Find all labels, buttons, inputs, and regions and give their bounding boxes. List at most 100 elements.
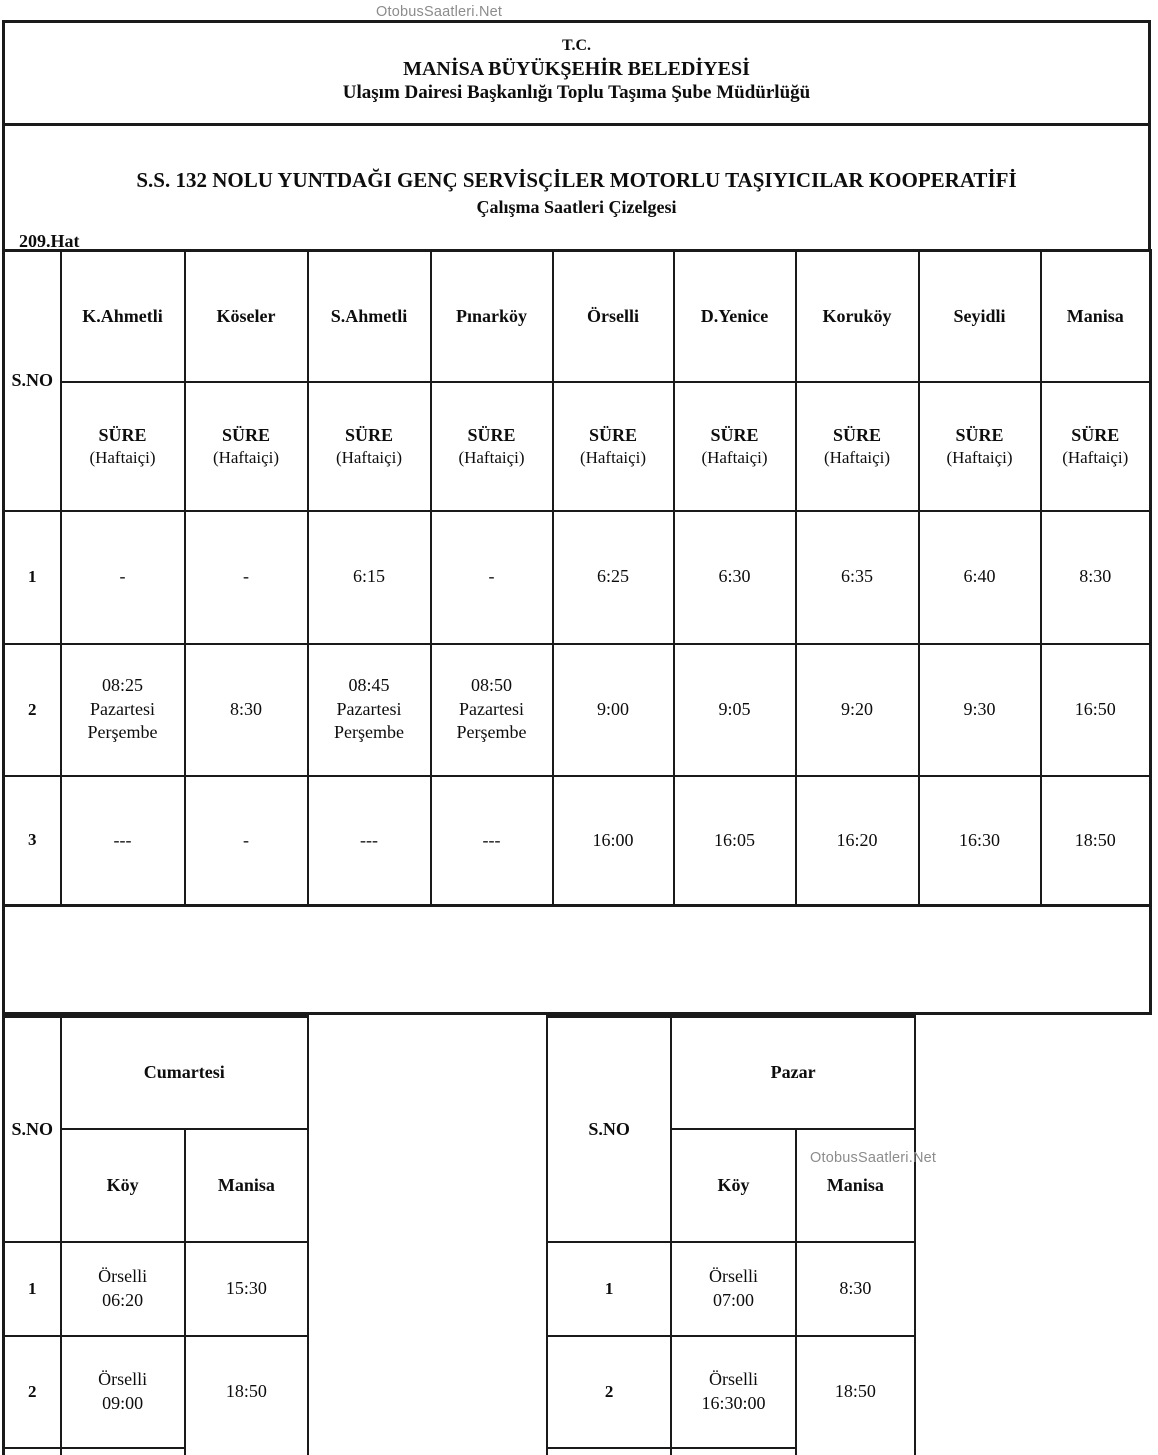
time-cell: 18:50 bbox=[1039, 774, 1152, 907]
time-cell: --- bbox=[306, 774, 432, 907]
empty-row bbox=[2, 904, 1152, 1015]
sure-header: SÜRE (Haftaiçi) bbox=[183, 380, 309, 512]
schedule-row-1: 1 - - 6:15 - 6:25 6:30 6:35 6:40 8:30 bbox=[2, 509, 1152, 645]
time-cell: 9:30 bbox=[917, 642, 1042, 777]
sunday-row-2: 2 Örselli 16:30:00 18:50 bbox=[545, 1334, 917, 1449]
border-stub bbox=[794, 1447, 917, 1455]
time-cell: 08:25 Pazartesi Perşembe bbox=[59, 642, 186, 777]
time-cell: 9:20 bbox=[794, 642, 920, 777]
line-number: 209.Hat bbox=[19, 231, 80, 251]
time-cell: 16:20 bbox=[794, 774, 920, 907]
saturday-schedule-table: S.NO Cumartesi Köy Manisa 1 Örselli 06:2… bbox=[1, 1015, 310, 1455]
time-cell: 15:30 bbox=[183, 1240, 310, 1337]
time-cell: --- bbox=[59, 774, 186, 907]
time-cell: 18:50 bbox=[794, 1334, 917, 1448]
time-cell: 9:05 bbox=[672, 642, 797, 777]
sure-header: SÜRE (Haftaiçi) bbox=[1039, 380, 1152, 512]
schedule-title: Çalışma Saatleri Çizelgesi bbox=[476, 197, 677, 217]
time-cell: 6:40 bbox=[917, 509, 1042, 645]
title-section: S.S. 132 NOLU YUNTDAĞI GENÇ SERVİSÇİLER … bbox=[5, 126, 1148, 252]
column-header-sahmetli: S.Ahmetli bbox=[306, 249, 432, 383]
sure-header: SÜRE (Haftaiçi) bbox=[794, 380, 920, 512]
empty-merged-cell bbox=[2, 904, 1152, 1015]
column-header-manisa: Manisa bbox=[794, 1127, 917, 1243]
sunday-column-row: Köy Manisa bbox=[547, 1127, 917, 1243]
time-cell: - bbox=[429, 509, 554, 645]
time-cell: 16:00 bbox=[551, 774, 675, 907]
village-header-row: S.NO K.Ahmetli Köseler S.Ahmetli Pınarkö… bbox=[2, 249, 1152, 512]
letterhead: T.C. MANİSA BÜYÜKŞEHİR BELEDİYESİ Ulaşım… bbox=[5, 23, 1148, 126]
column-header-korukoy: Koruköy bbox=[794, 249, 920, 383]
time-cell: 6:35 bbox=[794, 509, 920, 645]
time-cell: Örselli 07:00 bbox=[670, 1240, 797, 1337]
letterhead-department: Ulaşım Dairesi Başkanlığı Toplu Taşıma Ş… bbox=[342, 82, 811, 104]
row-number: 1 bbox=[1, 1240, 62, 1337]
column-header-pinarkoy: Pınarköy bbox=[429, 249, 554, 383]
cut-off-row bbox=[1, 1447, 310, 1455]
time-cell: Örselli 06:20 bbox=[59, 1240, 186, 1337]
border-stub bbox=[59, 1447, 186, 1455]
column-header-koy: Köy bbox=[59, 1127, 186, 1243]
row-number: 1 bbox=[545, 1240, 673, 1337]
column-header-kahmetli: K.Ahmetli bbox=[59, 249, 186, 383]
time-cell: 08:45 Pazartesi Perşembe bbox=[306, 642, 432, 777]
time-cell: 6:15 bbox=[306, 509, 432, 645]
schedule-row-2: 2 08:25 Pazartesi Perşembe 8:30 08:45 Pa… bbox=[2, 642, 1152, 777]
sno-column-header: S.NO bbox=[2, 249, 62, 512]
sure-header: SÜRE (Haftaiçi) bbox=[429, 380, 554, 512]
sure-header: SÜRE (Haftaiçi) bbox=[917, 380, 1042, 512]
column-header-dyenice: D.Yenice bbox=[672, 249, 797, 383]
watermark-middle: OtobusSaatleri.Net bbox=[810, 1150, 937, 1166]
sno-column-header: S.NO bbox=[545, 1015, 673, 1243]
sure-header: SÜRE (Haftaiçi) bbox=[551, 380, 675, 512]
column-header-koseler: Köseler bbox=[183, 249, 309, 383]
day-header-pazar: Pazar bbox=[670, 1015, 916, 1130]
column-header-orselli: Örselli bbox=[551, 249, 675, 383]
letterhead-tc: T.C. bbox=[561, 36, 592, 54]
sure-header: SÜRE (Haftaiçi) bbox=[672, 380, 797, 512]
column-header-seyidli: Seyidli bbox=[917, 249, 1042, 383]
column-header-manisa: Manisa bbox=[1039, 249, 1152, 383]
sure-header: SÜRE (Haftaiçi) bbox=[306, 380, 432, 512]
schedule-row-3: 3 --- - --- --- 16:00 16:05 16:20 16:30 … bbox=[2, 774, 1152, 907]
sunday-row-1: 1 Örselli 07:00 8:30 bbox=[545, 1240, 917, 1337]
time-cell: --- bbox=[429, 774, 554, 907]
cooperative-title: S.S. 132 NOLU YUNTDAĞI GENÇ SERVİSÇİLER … bbox=[136, 168, 1017, 192]
sunday-schedule-table: S.NO Pazar Köy Manisa 1 Örselli 07:00 8:… bbox=[545, 1015, 917, 1455]
saturday-row-2: 2 Örselli 09:00 18:50 bbox=[1, 1334, 310, 1449]
sure-header-row: SÜRE (Haftaiçi) SÜRE (Haftaiçi) SÜRE (Ha… bbox=[4, 380, 1152, 512]
time-cell: - bbox=[183, 509, 309, 645]
time-cell: Örselli 09:00 bbox=[59, 1334, 186, 1449]
saturday-column-row: Köy Manisa bbox=[4, 1127, 310, 1243]
letterhead-municipality: MANİSA BÜYÜKŞEHİR BELEDİYESİ bbox=[403, 58, 750, 81]
time-cell: 8:30 bbox=[794, 1240, 917, 1337]
time-cell: 16:30 bbox=[917, 774, 1042, 907]
time-cell: - bbox=[183, 774, 309, 907]
border-stub bbox=[1, 1447, 62, 1455]
saturday-row-1: 1 Örselli 06:20 15:30 bbox=[1, 1240, 310, 1337]
row-number: 2 bbox=[2, 642, 62, 777]
border-stub bbox=[183, 1447, 310, 1455]
row-number: 3 bbox=[2, 774, 62, 907]
column-header-manisa: Manisa bbox=[183, 1127, 310, 1243]
sunday-day-row: S.NO Pazar bbox=[545, 1015, 916, 1243]
time-cell: 8:30 bbox=[183, 642, 309, 777]
day-header-cumartesi: Cumartesi bbox=[59, 1015, 310, 1130]
time-cell: 18:50 bbox=[183, 1334, 310, 1448]
row-number: 2 bbox=[1, 1334, 62, 1449]
time-cell: 16:05 bbox=[672, 774, 797, 907]
sure-header: SÜRE (Haftaiçi) bbox=[59, 380, 186, 512]
time-cell: 8:30 bbox=[1039, 509, 1152, 645]
sno-column-header: S.NO bbox=[1, 1015, 62, 1243]
weekday-schedule-table: S.NO K.Ahmetli Köseler S.Ahmetli Pınarkö… bbox=[2, 249, 1152, 1015]
time-cell: 16:50 bbox=[1039, 642, 1152, 777]
row-number: 2 bbox=[545, 1334, 673, 1449]
time-cell: 6:30 bbox=[672, 509, 797, 645]
document-header-box: T.C. MANİSA BÜYÜKŞEHİR BELEDİYESİ Ulaşım… bbox=[2, 20, 1151, 252]
watermark-top: OtobusSaatleri.Net bbox=[376, 4, 503, 20]
border-stub bbox=[545, 1447, 673, 1455]
saturday-day-row: S.NO Cumartesi bbox=[1, 1015, 310, 1243]
time-cell: 08:50 Pazartesi Perşembe bbox=[429, 642, 554, 777]
column-header-koy: Köy bbox=[670, 1127, 797, 1243]
